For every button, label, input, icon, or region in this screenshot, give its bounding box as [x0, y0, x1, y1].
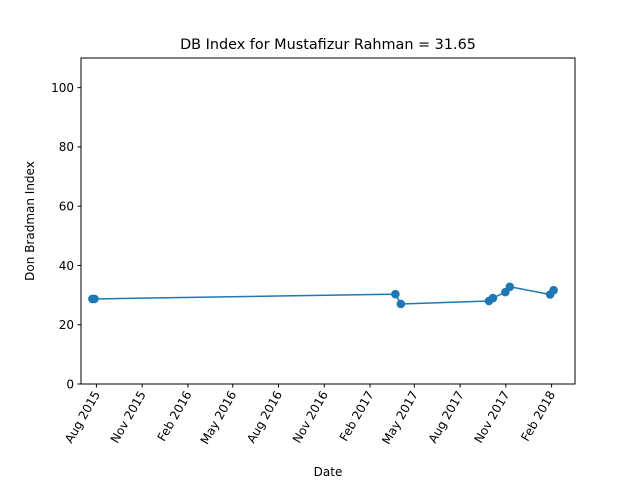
- x-axis-label: Date: [314, 465, 343, 479]
- y-axis-label: Don Bradman Index: [23, 161, 37, 281]
- y-tick-label: 20: [59, 318, 74, 332]
- chart-title: DB Index for Mustafizur Rahman = 31.65: [180, 37, 476, 53]
- axes-frame: [80, 57, 576, 385]
- y-tick-label: 0: [66, 377, 74, 391]
- data-point: [488, 293, 498, 303]
- series-layer: [88, 282, 558, 309]
- data-point: [391, 289, 400, 299]
- data-point: [505, 282, 515, 292]
- y-axis: 0 20 40 60 80 100: [51, 81, 81, 391]
- y-tick-label: 40: [59, 259, 74, 273]
- y-tick-label: 80: [59, 140, 74, 154]
- data-point: [549, 285, 558, 295]
- plot-area: [81, 58, 575, 384]
- data-point: [90, 294, 99, 304]
- data-point: [396, 299, 406, 309]
- y-tick-label: 100: [51, 81, 74, 95]
- y-tick-label: 60: [59, 199, 74, 213]
